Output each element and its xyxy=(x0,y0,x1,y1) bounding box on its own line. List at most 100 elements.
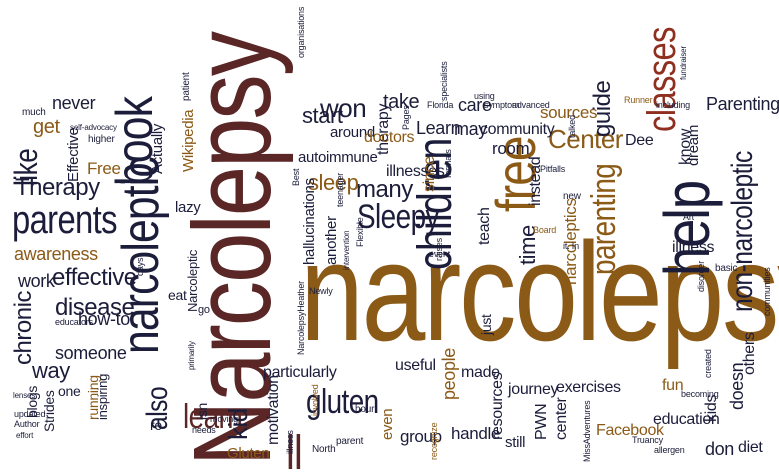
word-people: people xyxy=(439,348,459,400)
word-education: education xyxy=(653,411,720,428)
word-exercises: exercises xyxy=(556,379,621,396)
word-using: using xyxy=(474,91,495,101)
word-moving: moving xyxy=(210,414,238,424)
word-since: since xyxy=(421,156,438,192)
word-much: much xyxy=(22,107,46,118)
word-non-narcoleptic: non-narcoleptic xyxy=(726,151,759,312)
word-therapy: Therapy xyxy=(15,174,100,201)
word-involved: involved xyxy=(310,384,320,416)
word-motivation: motivation xyxy=(265,375,282,445)
word-self-advocacy: self-advocacy xyxy=(70,123,117,132)
word-inspiring: inspiring xyxy=(95,373,110,420)
word-hallucinations: hallucinations xyxy=(301,178,318,265)
word-particularly: particularly xyxy=(263,364,337,381)
word-handle: handle xyxy=(451,424,501,443)
word-formats: formats xyxy=(443,149,453,178)
word-free: Free xyxy=(87,159,121,178)
word-teenager: teenager xyxy=(335,172,345,207)
word-needs: needs xyxy=(192,425,216,435)
word-event: event xyxy=(429,249,451,259)
word-illness: illness xyxy=(672,239,715,256)
word-disorder: disorder xyxy=(696,260,706,292)
word-recognize: recognize xyxy=(429,422,439,460)
word-sleep: sleep xyxy=(308,170,359,195)
word-north: North xyxy=(312,444,336,455)
word-parenting: parenting xyxy=(585,163,623,275)
word-take: take xyxy=(383,91,420,113)
word-new: new xyxy=(563,191,581,202)
word-eat: eat xyxy=(168,287,187,303)
word-narcolepsyheather: NarcolepsyHeather xyxy=(296,281,306,355)
word-help: help xyxy=(651,180,723,276)
word-truancy: Truancy xyxy=(632,435,663,445)
word-doctors: doctors xyxy=(364,129,415,146)
word-facebook: Facebook xyxy=(596,422,664,439)
word-classes: classes xyxy=(640,27,684,132)
word-including: including xyxy=(656,100,690,110)
word-gluten: Gluten xyxy=(227,445,270,462)
word-others: others xyxy=(741,332,758,375)
word-fundraiser: fundraiser xyxy=(679,46,688,80)
word-diet: diet xyxy=(738,439,763,456)
word-runner: Runner xyxy=(624,95,653,105)
word-flexible: Flexible xyxy=(355,217,365,247)
word-chronic: chronic xyxy=(10,290,37,365)
word-never: never xyxy=(52,93,96,113)
word-talked: talked xyxy=(567,115,577,138)
word-won: won xyxy=(320,93,367,123)
word-just: just xyxy=(478,314,494,335)
word-specialists: specialists xyxy=(439,61,449,101)
word-still: still xyxy=(505,434,526,451)
word-center: center xyxy=(553,397,570,440)
word-dee: Dee xyxy=(625,132,654,149)
word-one: one xyxy=(58,383,81,399)
word-basic: basic xyxy=(715,263,738,274)
word-work: work xyxy=(18,271,55,291)
word-start: start xyxy=(302,103,343,128)
word-autoimmune: autoimmune xyxy=(298,149,378,166)
word-lenses: lenses xyxy=(13,391,36,400)
word-around: around xyxy=(330,124,375,141)
word-community: community xyxy=(480,121,555,138)
word-get: get xyxy=(33,116,60,138)
word-it-in: it. In xyxy=(563,241,579,251)
word-raises: raises xyxy=(434,238,444,261)
word-narcolepsy: narcolepsy xyxy=(300,213,779,370)
word-effective: Effective xyxy=(65,127,82,182)
word-pwn: PWN xyxy=(533,403,550,440)
word-group: group xyxy=(400,427,442,446)
word-organisations: organisations xyxy=(296,6,306,58)
word-center: Center xyxy=(548,124,623,154)
word-how-to: how-to xyxy=(78,309,130,329)
word-go: go xyxy=(198,304,210,316)
word-days: days xyxy=(135,257,145,276)
word-board: Board xyxy=(533,225,557,235)
word-learn: learn xyxy=(183,398,243,436)
word-communities: communities xyxy=(762,267,772,316)
word-many: many xyxy=(356,176,413,203)
word-missadventures: MissAdventures xyxy=(582,400,592,462)
word-useful: useful xyxy=(395,357,436,374)
word-learn: Learn xyxy=(416,118,461,138)
word-newly: Newly xyxy=(309,286,333,296)
word-best: Best xyxy=(291,168,301,186)
word-author: Author xyxy=(14,419,40,429)
word-made: made xyxy=(461,364,500,381)
word-allergen: allergen xyxy=(654,445,685,455)
word-dream: dream xyxy=(685,124,702,166)
word-care: care xyxy=(458,95,492,115)
word-illness: illness xyxy=(285,430,295,454)
word-advanced: advanced xyxy=(512,100,550,110)
word-pitfalls: Pitfalls xyxy=(540,164,566,174)
word-florida: Florida xyxy=(427,100,454,110)
word-even: even xyxy=(379,408,396,440)
word-isn: isn xyxy=(194,402,210,420)
word-created: created xyxy=(703,349,713,378)
word-fun: fun xyxy=(662,377,684,394)
word-intervention: intervention xyxy=(342,230,351,270)
word-room: room xyxy=(492,139,530,158)
word-hour: hour xyxy=(355,404,375,415)
word-teach: teach xyxy=(476,207,493,245)
word-parenting: Parenting xyxy=(706,94,779,114)
word-re: re xyxy=(150,417,162,433)
